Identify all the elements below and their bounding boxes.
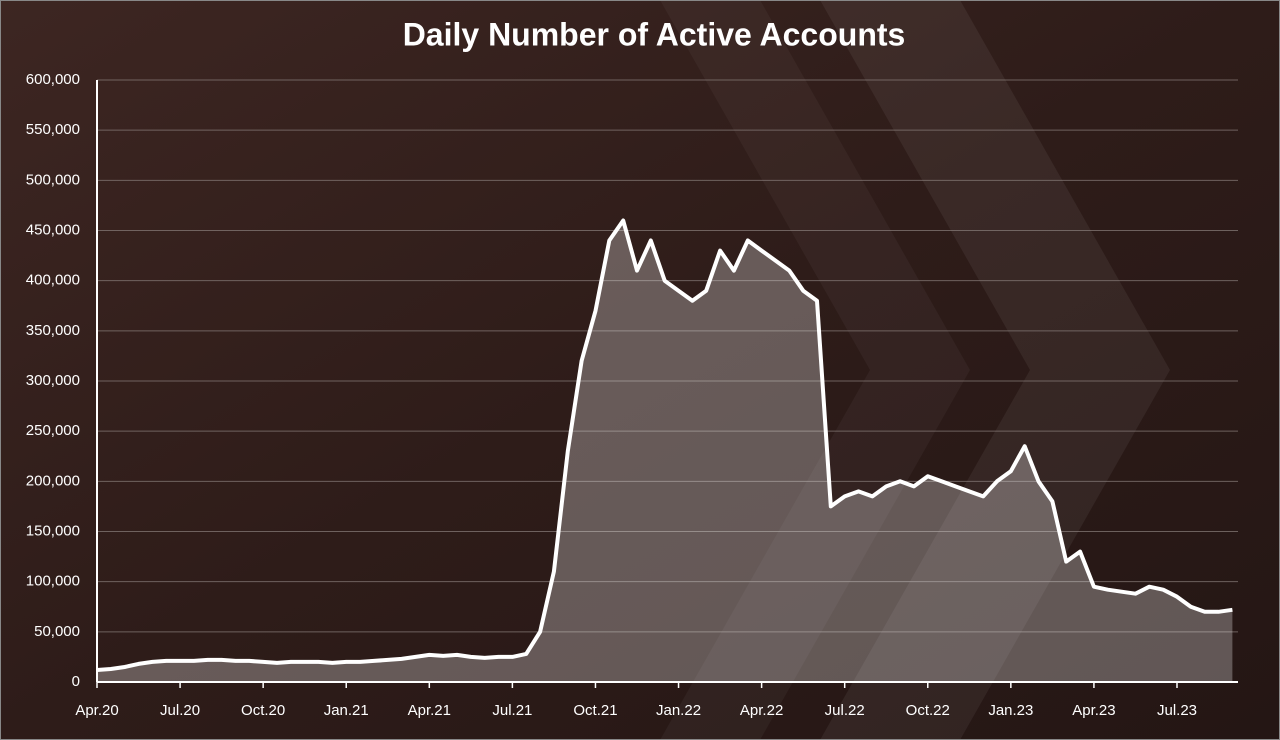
- x-tick-label: Jul.20: [160, 702, 200, 719]
- y-tick-label: 250,000: [26, 422, 80, 439]
- y-tick-label: 200,000: [26, 472, 80, 489]
- y-tick-label: 350,000: [26, 322, 80, 339]
- x-tick-label: Jul.23: [1157, 702, 1197, 719]
- x-tick-label: Oct.21: [573, 702, 617, 719]
- x-tick-label: Jan.21: [324, 702, 369, 719]
- y-tick-label: 500,000: [26, 171, 80, 188]
- y-tick-label: 100,000: [26, 573, 80, 590]
- decoration: [820, 0, 1170, 740]
- x-tick-label: Oct.22: [906, 702, 950, 719]
- y-tick-label: 0: [72, 673, 80, 690]
- area: [97, 220, 1233, 682]
- y-tick-label: 450,000: [26, 221, 80, 238]
- chart-title: Daily Number of Active Accounts: [403, 16, 906, 52]
- y-tick-label: 50,000: [34, 623, 80, 640]
- y-tick-label: 550,000: [26, 121, 80, 138]
- x-tick-label: Jan.23: [988, 702, 1033, 719]
- y-tick-label: 600,000: [26, 71, 80, 88]
- x-tick-label: Apr.22: [740, 702, 783, 719]
- x-tick-label: Jul.22: [825, 702, 865, 719]
- x-tick-label: Jan.22: [656, 702, 701, 719]
- x-tick-label: Apr.20: [75, 702, 118, 719]
- x-tick-label: Apr.21: [408, 702, 451, 719]
- y-tick-label: 400,000: [26, 272, 80, 289]
- x-tick-label: Oct.20: [241, 702, 285, 719]
- x-tick-label: Jul.21: [492, 702, 532, 719]
- line: [96, 218, 1233, 672]
- x-tick-label: Apr.23: [1072, 702, 1115, 719]
- y-tick-label: 300,000: [26, 372, 80, 389]
- y-tick-label: 150,000: [26, 522, 80, 539]
- decoration: [660, 0, 970, 740]
